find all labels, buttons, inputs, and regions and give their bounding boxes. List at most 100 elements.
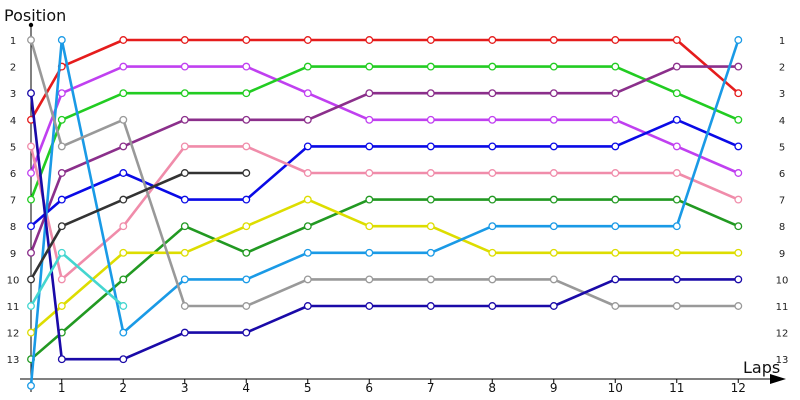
y-tick-label-right: 7 [779, 196, 785, 207]
data-point [180, 115, 189, 124]
data-point [672, 89, 681, 98]
data-point [180, 36, 189, 44]
y-tick-label-right: 4 [779, 116, 785, 127]
y-tick-label-right: 6 [779, 169, 785, 180]
series-line [29, 38, 740, 121]
data-point [672, 195, 681, 204]
data-point [734, 62, 743, 71]
data-point [488, 142, 497, 151]
data-point [549, 275, 558, 284]
data-point [242, 248, 251, 257]
data-point [734, 302, 743, 310]
y-tick-label-left: 1 [10, 36, 16, 47]
y-tick-label-left: 2 [10, 63, 16, 74]
data-point [672, 275, 681, 284]
series-1 [27, 36, 743, 124]
x-tick-label: 1 [58, 381, 66, 395]
series-13 [27, 248, 128, 310]
data-point [365, 142, 374, 151]
data-point [27, 381, 35, 390]
data-point [303, 222, 312, 231]
data-point [549, 248, 558, 257]
data-point [27, 222, 35, 231]
series-9 [27, 36, 743, 390]
data-point [303, 142, 312, 151]
data-point [426, 275, 435, 284]
data-point [488, 62, 497, 71]
series-2 [27, 62, 743, 177]
data-point [119, 62, 128, 71]
data-point [303, 169, 312, 177]
data-point [119, 89, 128, 98]
data-point [672, 142, 681, 151]
data-point [549, 115, 558, 124]
x-axis-arrow [770, 374, 786, 384]
data-point [180, 275, 189, 284]
data-point [27, 248, 35, 257]
data-point [119, 142, 128, 151]
y-tick-label-right: 11 [776, 302, 789, 313]
data-point [57, 195, 66, 204]
y-tick-label-right: 3 [779, 89, 785, 100]
data-point [119, 248, 128, 257]
x-tick-label: 9 [550, 381, 558, 395]
data-point [303, 275, 312, 284]
data-point [27, 169, 35, 177]
data-point [611, 62, 620, 71]
data-point [303, 195, 312, 204]
data-point [549, 62, 558, 71]
y-tick-label-right: 1 [779, 36, 785, 47]
data-point [180, 89, 189, 98]
data-point [488, 195, 497, 204]
data-point [242, 222, 251, 231]
data-point [57, 222, 66, 231]
data-point [611, 302, 620, 310]
data-point [734, 169, 743, 177]
data-point [488, 275, 497, 284]
data-point [27, 36, 35, 44]
data-point [426, 115, 435, 124]
y-tick-label-left: 6 [10, 169, 16, 180]
data-point [549, 222, 558, 231]
y-tick-label-left: 5 [10, 142, 16, 153]
x-tick-label: 6 [365, 381, 373, 395]
data-point [57, 36, 66, 44]
data-point [242, 89, 251, 98]
data-point [180, 62, 189, 71]
data-point [119, 328, 128, 337]
data-point [611, 248, 620, 257]
data-point [734, 248, 743, 257]
data-point [365, 115, 374, 124]
data-point [734, 222, 743, 231]
data-point [611, 195, 620, 204]
data-point [180, 195, 189, 204]
y-tick-label-right: 9 [779, 249, 785, 260]
data-point [365, 302, 374, 310]
data-point [611, 169, 620, 177]
data-point [549, 36, 558, 44]
data-point [242, 36, 251, 44]
data-point [27, 302, 35, 310]
data-point [672, 115, 681, 124]
series-5 [27, 115, 743, 231]
data-point [672, 302, 681, 310]
data-point [611, 142, 620, 151]
data-point [303, 115, 312, 124]
data-point [242, 328, 251, 337]
y-tick-label-right: 13 [776, 355, 789, 366]
data-point [57, 355, 66, 364]
data-point [672, 36, 681, 44]
data-point [488, 222, 497, 231]
data-point [242, 115, 251, 124]
data-point [426, 62, 435, 71]
data-point [303, 302, 312, 310]
series-6 [27, 142, 743, 284]
data-point [734, 115, 743, 124]
y-tick-label-right: 10 [776, 275, 789, 286]
labels: Position Laps [4, 6, 780, 377]
data-point [119, 169, 128, 177]
data-point [365, 36, 374, 44]
x-tick-label: 2 [119, 381, 127, 395]
